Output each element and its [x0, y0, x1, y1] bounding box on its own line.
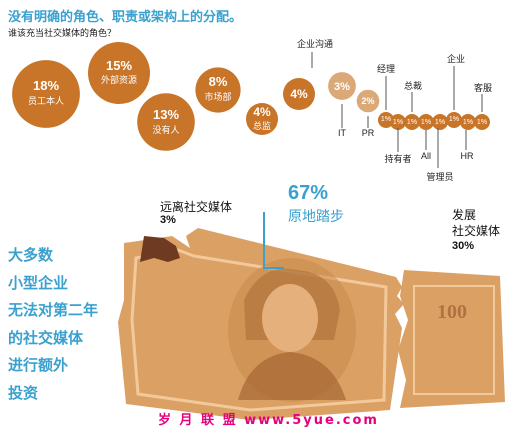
value-yuandi: 67% [288, 182, 329, 204]
chart-title: 没有明确的角色、职责或架构上的分配。 [8, 10, 243, 25]
watermark: 岁 月 联 盟 www.5yue.com [158, 413, 379, 428]
bubble-it [328, 72, 356, 100]
bill-number: 100 [437, 301, 467, 323]
bubble-pr [356, 89, 380, 113]
bubble-value-qiye: 1% [449, 116, 459, 123]
value-yuanli: 3% [160, 214, 176, 226]
label-kefu: 客服 [474, 82, 492, 93]
left-caption-line-2: 小型企业 [8, 273, 69, 292]
bubble-guanliyuan [432, 114, 448, 130]
connectors [311, 52, 483, 168]
bubble-value-shichang: 8% [209, 74, 228, 89]
bubble-qiye [446, 112, 462, 128]
left-caption-line-6: 投资 [8, 383, 39, 402]
bubble-labels: 18% 员工本人 15% 外部资源 13% 没有人 8% 市场部 4% 总监 4… [28, 58, 487, 135]
label-fazhan-line2: 社交媒体 [452, 224, 501, 238]
value-fazhan: 30% [452, 240, 475, 252]
bubble-hr [460, 114, 476, 130]
bubble-value-it: 3% [334, 81, 350, 93]
left-caption-line-1: 大多数 [8, 246, 54, 264]
bubble-value-zongjian: 4% [253, 105, 271, 119]
label-fazhan-line1: 发展 [452, 208, 477, 222]
label-qiye: 企业 [447, 53, 465, 64]
label-yuandi: 原地踏步 [288, 208, 344, 224]
bubble-all [418, 114, 434, 130]
bubble-value-kefu: 1% [477, 119, 487, 126]
label-goutong: 企业沟通 [297, 38, 333, 49]
bubble-zongjian [246, 103, 278, 135]
pointer-line [263, 212, 284, 269]
bubble-value-jingli: 1% [381, 116, 391, 123]
label-jingli: 经理 [377, 63, 395, 74]
bubble-label-zongjian: 总监 [253, 120, 271, 131]
bubble-value-all: 1% [421, 119, 431, 126]
bubble-value-chiyouzhe: 1% [393, 119, 403, 126]
left-caption-line-3: 无法对第二年 [8, 301, 99, 319]
bubble-meiyouren [137, 93, 195, 151]
bill-torn-piece [140, 236, 180, 262]
bubble-value-hr: 1% [463, 119, 473, 126]
bubble-chiyouzhe [390, 114, 406, 130]
bill-main-border [130, 248, 388, 412]
bill-graphic: 100 [118, 228, 505, 420]
bubble-kefu [474, 114, 490, 130]
chart-subtitle: 谁该充当社交媒体的角色？ [8, 29, 117, 39]
label-hr: HR [461, 151, 474, 161]
bubble-waibu [88, 42, 150, 104]
bubble-goutong [283, 78, 315, 110]
bubble-value-yuangong: 18% [33, 78, 59, 93]
bubble-value-meiyouren: 13% [153, 107, 179, 122]
external-labels: 企业沟通 IT PR 经理 持有者 总裁 All 管理员 企业 HR 客服 [297, 38, 492, 182]
bubble-shichang [195, 67, 241, 113]
portrait-coat [238, 352, 346, 400]
label-guanliyuan: 管理员 [426, 171, 453, 182]
bill-right-piece [398, 270, 505, 408]
left-caption: 大多数 小型企业 无法对第二年 的社交媒体 进行额外 投资 [8, 242, 138, 407]
label-zongcai: 总裁 [404, 80, 422, 91]
bubble-label-meiyouren: 没有人 [152, 124, 179, 135]
bubble-zongcai [404, 114, 420, 130]
label-yuanli: 远离社交媒体 [160, 200, 233, 214]
left-caption-line-4: 的社交媒体 [8, 328, 84, 347]
bubble-value-pr: 2% [361, 96, 374, 106]
label-pr: PR [362, 128, 375, 138]
bubbles [12, 42, 490, 151]
bubble-value-waibu: 15% [106, 58, 132, 73]
left-caption-line-5: 进行额外 [8, 356, 69, 374]
bubble-value-zongcai: 1% [407, 119, 417, 126]
portrait-face [262, 284, 318, 352]
bubble-value-guanliyuan: 1% [435, 119, 445, 126]
bubble-label-shichang: 市场部 [204, 91, 231, 102]
bill-right-border [413, 285, 495, 395]
label-it: IT [338, 128, 347, 138]
bubble-value-goutong: 4% [290, 87, 308, 101]
bubble-jingli [378, 112, 394, 128]
bubble-yuangong [12, 60, 80, 128]
label-all: All [421, 151, 431, 161]
label-chiyouzhe: 持有者 [384, 153, 411, 164]
portrait [228, 258, 356, 402]
bubble-label-yuangong: 员工本人 [28, 95, 64, 106]
bubble-label-waibu: 外部资源 [101, 74, 137, 85]
